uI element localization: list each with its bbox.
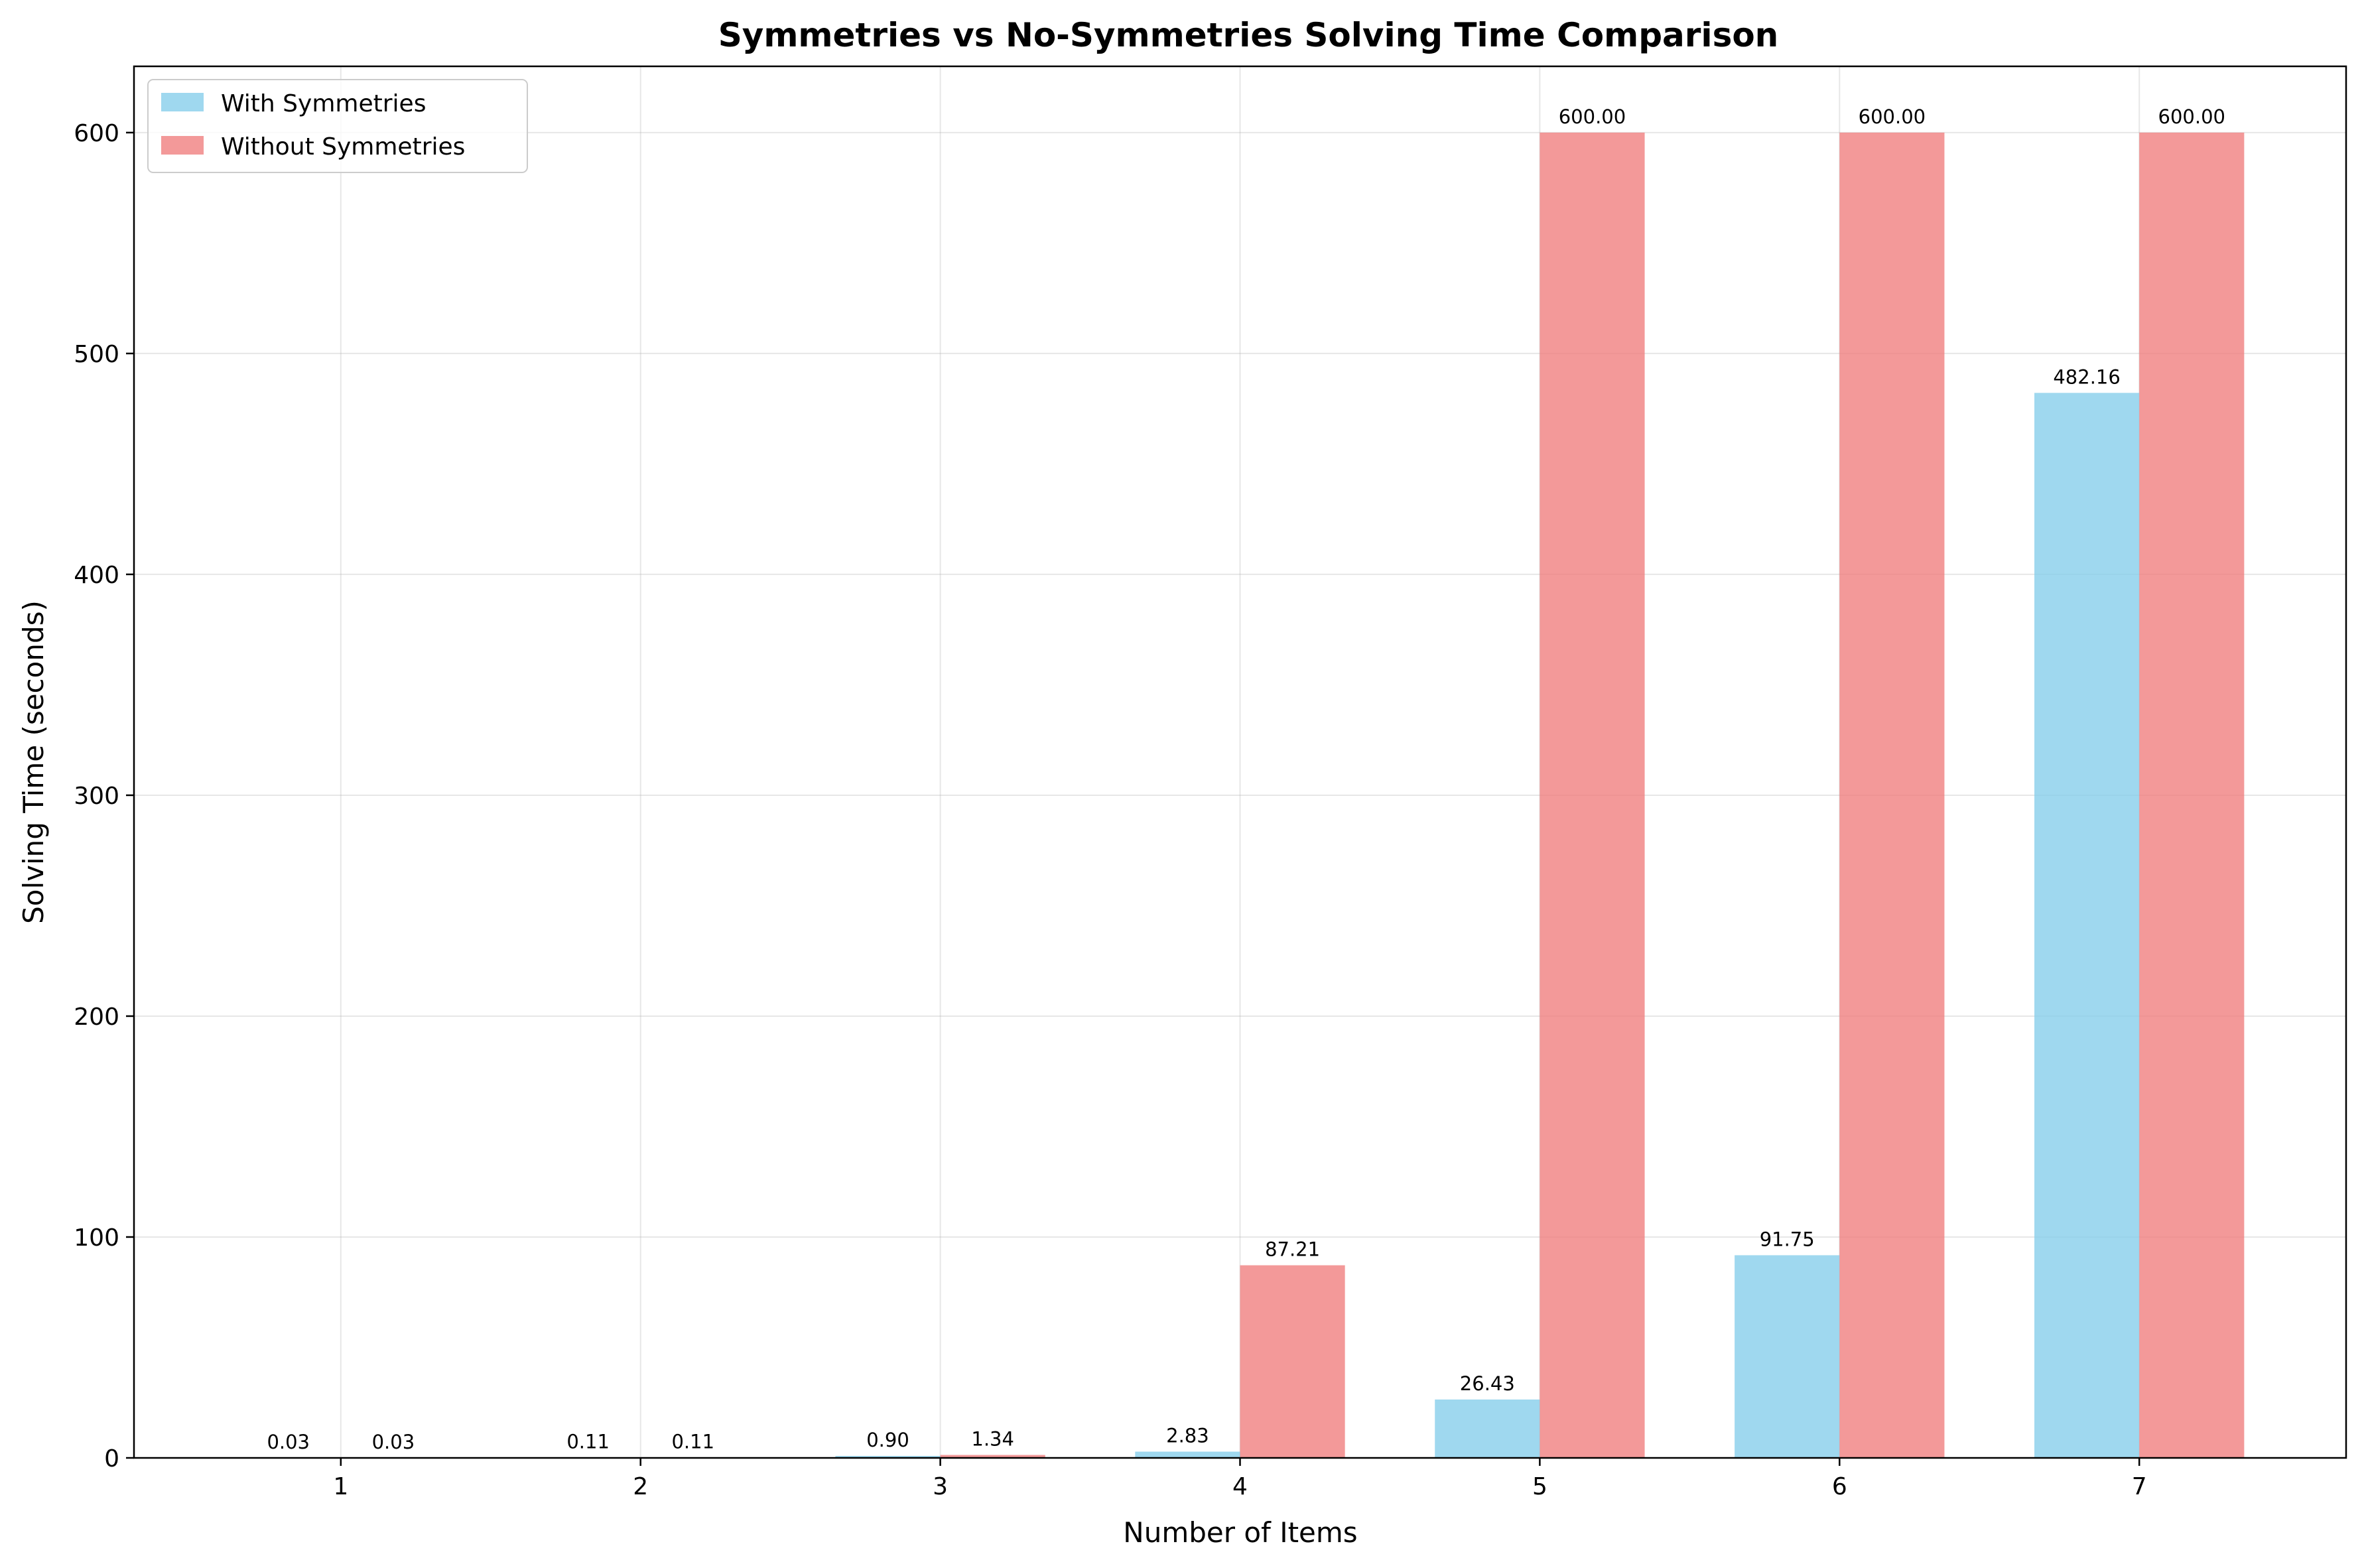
bar-value-label-without-symmetries: 1.34 xyxy=(971,1428,1014,1451)
bar-without-symmetries xyxy=(940,1455,1045,1458)
y-tick-label: 100 xyxy=(74,1224,119,1252)
bar-without-symmetries xyxy=(1839,132,1945,1458)
bar-value-label-without-symmetries: 600.00 xyxy=(1859,105,1926,128)
bar-with-symmetries xyxy=(835,1456,941,1458)
y-tick-label: 0 xyxy=(104,1445,119,1472)
bar-value-label-without-symmetries: 600.00 xyxy=(1559,105,1626,128)
y-tick-label: 500 xyxy=(74,341,119,368)
legend-swatch-without-symmetries xyxy=(161,136,204,155)
x-tick-label: 5 xyxy=(1532,1473,1547,1500)
y-tick-label: 300 xyxy=(74,783,119,810)
x-tick-label: 4 xyxy=(1232,1473,1248,1500)
x-tick-label: 6 xyxy=(1832,1473,1847,1500)
bar-value-label-with-symmetries: 91.75 xyxy=(1760,1228,1815,1250)
bar-value-label-with-symmetries: 26.43 xyxy=(1460,1372,1515,1395)
chart-title: Symmetries vs No-Symmetries Solving Time… xyxy=(718,16,1779,54)
bar-value-label-with-symmetries: 0.03 xyxy=(267,1431,310,1453)
bar-value-labels: 0.03 0.11 0.90 2.83 26.43 91.75 482.16 0.03 0.11… xyxy=(267,105,2225,1453)
legend-label-with-symmetries: With Symmetries xyxy=(221,90,426,117)
bar-value-label-without-symmetries: 0.03 xyxy=(372,1431,415,1453)
bar-value-label-with-symmetries: 482.16 xyxy=(2053,365,2120,388)
bar-value-label-with-symmetries: 0.11 xyxy=(566,1431,610,1453)
y-tick-label: 600 xyxy=(74,120,119,147)
bar-with-symmetries xyxy=(2034,393,2140,1458)
x-axis-label: Number of Items xyxy=(1123,1516,1357,1549)
legend: With Symmetries Without Symmetries xyxy=(147,79,528,173)
y-axis-ticks: 0 100 200 300 400 500 600 xyxy=(74,120,134,1472)
bar-without-symmetries xyxy=(1240,1265,1345,1458)
bar-value-label-without-symmetries: 600.00 xyxy=(2158,105,2225,128)
x-tick-label: 3 xyxy=(933,1473,948,1500)
legend-label-without-symmetries: Without Symmetries xyxy=(221,133,465,161)
bar-value-label-with-symmetries: 2.83 xyxy=(1166,1425,1209,1447)
x-tick-label: 1 xyxy=(333,1473,348,1500)
bar-with-symmetries xyxy=(1435,1399,1540,1458)
x-tick-label: 7 xyxy=(2132,1473,2147,1500)
x-tick-label: 2 xyxy=(633,1473,648,1500)
legend-swatch-with-symmetries xyxy=(161,93,204,111)
legend-frame xyxy=(147,79,528,173)
bar-value-label-with-symmetries: 0.90 xyxy=(866,1429,909,1451)
bars xyxy=(235,132,2245,1458)
bar-value-label-without-symmetries: 0.11 xyxy=(671,1431,714,1453)
y-axis-label: Solving Time (seconds) xyxy=(17,600,50,924)
x-axis-ticks: 1 2 3 4 5 6 7 xyxy=(333,1458,2147,1500)
y-tick-label: 200 xyxy=(74,1004,119,1031)
bar-value-label-without-symmetries: 87.21 xyxy=(1265,1238,1320,1261)
y-tick-label: 400 xyxy=(74,562,119,589)
bar-with-symmetries xyxy=(1135,1451,1240,1458)
bar-with-symmetries xyxy=(1735,1255,1840,1458)
bar-without-symmetries xyxy=(2139,132,2245,1458)
bar-without-symmetries xyxy=(1540,132,1645,1458)
